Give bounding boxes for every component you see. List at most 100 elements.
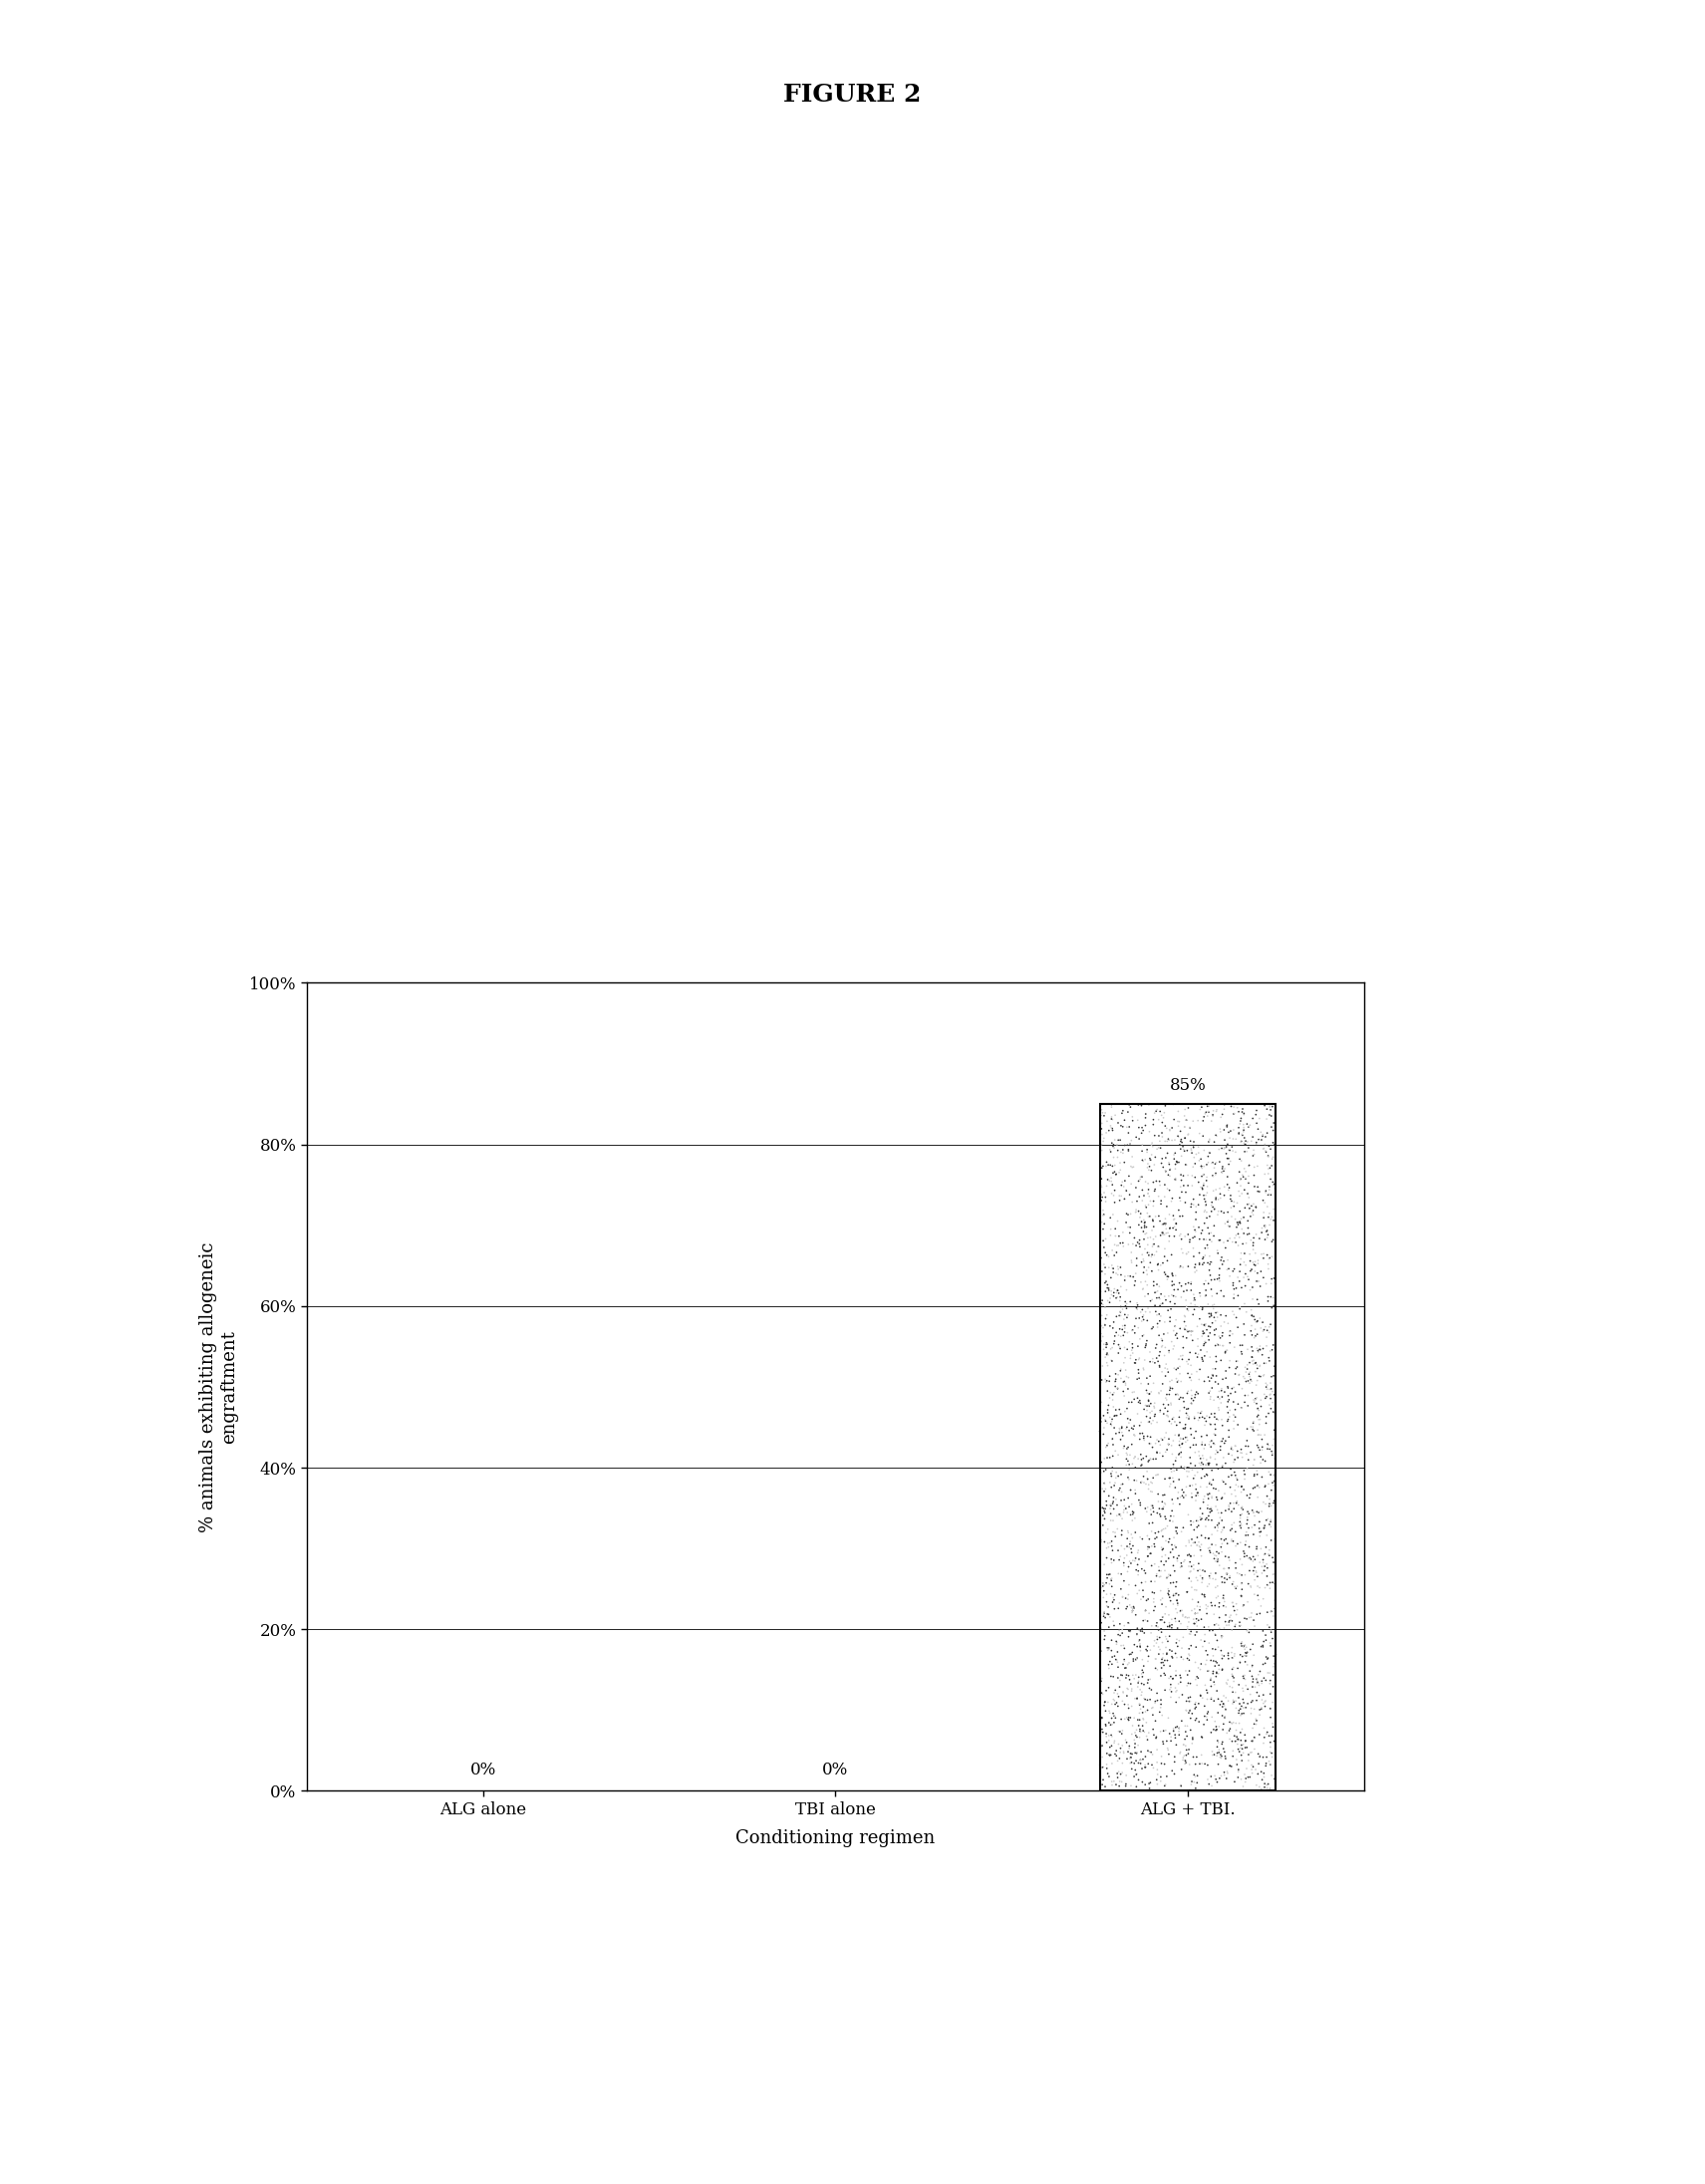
Point <box>1159 1487 1187 1522</box>
Point <box>1146 1103 1173 1138</box>
Point <box>1216 1400 1243 1435</box>
Point <box>1204 1738 1231 1773</box>
Point <box>1170 1380 1197 1415</box>
Point <box>1187 1647 1214 1682</box>
Point <box>1262 1688 1289 1723</box>
Point <box>1137 1238 1165 1273</box>
Point <box>1124 1289 1151 1324</box>
Point <box>1086 1101 1113 1136</box>
Point <box>1112 1651 1139 1686</box>
Point <box>1098 1459 1125 1494</box>
Point <box>1241 1542 1269 1577</box>
Point <box>1122 1597 1149 1631</box>
Point <box>1124 1546 1151 1581</box>
Point <box>1089 1489 1117 1524</box>
Point <box>1124 1380 1151 1415</box>
Point <box>1125 1409 1153 1444</box>
Point <box>1257 1690 1284 1725</box>
Point <box>1204 1655 1231 1690</box>
Point <box>1182 1195 1209 1230</box>
Point <box>1234 1542 1262 1577</box>
Point <box>1091 1568 1118 1603</box>
Point <box>1251 1721 1279 1756</box>
Point <box>1228 1496 1255 1531</box>
Point <box>1258 1358 1286 1393</box>
Point <box>1205 1265 1233 1299</box>
Point <box>1096 1147 1124 1182</box>
Point <box>1113 1435 1141 1470</box>
Point <box>1144 1267 1171 1302</box>
Point <box>1125 1120 1153 1155</box>
Point <box>1188 1424 1216 1459</box>
Point <box>1088 1168 1115 1203</box>
Point <box>1149 1324 1176 1358</box>
Point <box>1149 1725 1176 1760</box>
Point <box>1151 1304 1178 1339</box>
Point <box>1229 1092 1257 1127</box>
Point <box>1136 1088 1163 1123</box>
Point <box>1129 1743 1156 1778</box>
Point <box>1238 1223 1265 1258</box>
Point <box>1124 1361 1151 1396</box>
Point <box>1180 1758 1207 1793</box>
Point <box>1129 1109 1156 1144</box>
Point <box>1093 1149 1120 1184</box>
Point <box>1088 1151 1115 1186</box>
Point <box>1139 1345 1166 1380</box>
Point <box>1108 1457 1136 1492</box>
Point <box>1260 1328 1287 1363</box>
Point <box>1245 1168 1272 1203</box>
Point <box>1251 1210 1279 1245</box>
Point <box>1214 1223 1241 1258</box>
Point <box>1166 1127 1193 1162</box>
Point <box>1101 1642 1129 1677</box>
Point <box>1222 1607 1250 1642</box>
Point <box>1258 1291 1286 1326</box>
Point <box>1117 1149 1144 1184</box>
Point <box>1257 1771 1284 1806</box>
Point <box>1192 1223 1219 1258</box>
Point <box>1192 1459 1219 1494</box>
Point <box>1091 1308 1118 1343</box>
Point <box>1241 1562 1269 1597</box>
Point <box>1212 1693 1240 1728</box>
Point <box>1187 1332 1214 1367</box>
Point <box>1144 1605 1171 1640</box>
Point <box>1255 1538 1282 1572</box>
Point <box>1142 1520 1170 1555</box>
Point <box>1124 1291 1151 1326</box>
Point <box>1089 1286 1117 1321</box>
Point <box>1231 1096 1258 1131</box>
Point <box>1183 1588 1211 1623</box>
Point <box>1243 1352 1270 1387</box>
Point <box>1202 1358 1229 1393</box>
Point <box>1200 1638 1228 1673</box>
Point <box>1255 1177 1282 1212</box>
Point <box>1108 1712 1136 1747</box>
Point <box>1159 1313 1187 1348</box>
Point <box>1211 1088 1238 1123</box>
Point <box>1113 1581 1141 1616</box>
Point <box>1175 1374 1202 1409</box>
Point <box>1147 1745 1175 1780</box>
Point <box>1098 1568 1125 1603</box>
Point <box>1170 1319 1197 1354</box>
Point <box>1136 1771 1163 1806</box>
Point <box>1175 1548 1202 1583</box>
Point <box>1188 1461 1216 1496</box>
Point <box>1134 1518 1161 1553</box>
Point <box>1262 1677 1289 1712</box>
Point <box>1154 1426 1182 1461</box>
Point <box>1257 1241 1284 1275</box>
Point <box>1193 1701 1221 1736</box>
Point <box>1154 1293 1182 1328</box>
Point <box>1183 1660 1211 1695</box>
Point <box>1134 1662 1161 1697</box>
Point <box>1197 1492 1224 1527</box>
Point <box>1105 1219 1132 1254</box>
Point <box>1228 1557 1255 1592</box>
Point <box>1192 1503 1219 1538</box>
Point <box>1096 1577 1124 1612</box>
Point <box>1192 1324 1219 1358</box>
Point <box>1115 1548 1142 1583</box>
